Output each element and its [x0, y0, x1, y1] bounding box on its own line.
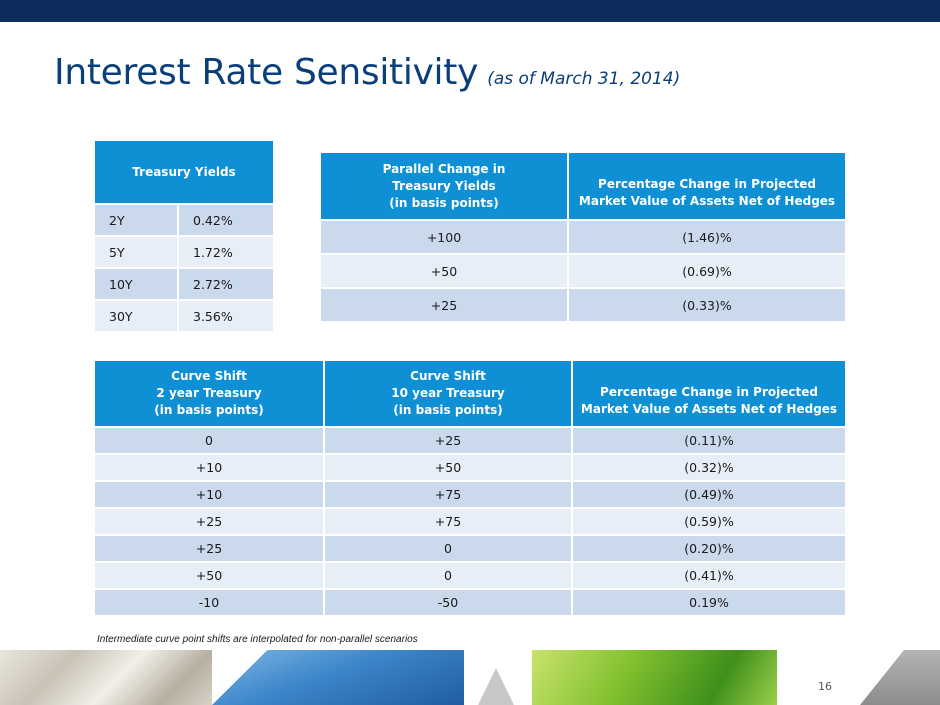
curve-2y-cell: 0 [95, 426, 325, 453]
table-row: 30Y 3.56% [95, 299, 273, 331]
curve-10y-cell: -50 [325, 588, 573, 615]
percentage-change-header: Percentage Change in Projected Market Va… [573, 361, 845, 426]
curve-shift-2y-header: Curve Shift 2 year Treasury (in basis po… [95, 361, 325, 426]
curve-2y-cell: +25 [95, 507, 325, 534]
percentage-change-header: Percentage Change in Projected Market Va… [569, 153, 845, 219]
yield-term-cell: 30Y [95, 299, 179, 331]
title-date-text: (as of March 31, 2014) [487, 69, 681, 89]
table-row: -10 -50 0.19% [95, 588, 845, 615]
percentage-change-cell: 0.19% [573, 588, 845, 615]
percentage-change-cell: (0.59)% [573, 507, 845, 534]
header-line: Percentage Change in Projected [598, 177, 816, 191]
parallel-change-table: Parallel Change in Treasury Yields (in b… [321, 153, 845, 321]
curve-2y-cell: +50 [95, 561, 325, 588]
footer-image-strip [0, 650, 940, 705]
header-line: Market Value of Assets Net of Hedges [578, 194, 836, 208]
table-row: +50 (0.69)% [321, 253, 845, 287]
footnote: Intermediate curve point shifts are inte… [97, 634, 418, 645]
curve-2y-cell: +10 [95, 480, 325, 507]
table-row: +25 0 (0.20)% [95, 534, 845, 561]
percentage-change-cell: (0.32)% [573, 453, 845, 480]
curve-2y-cell: -10 [95, 588, 325, 615]
header-line: Market Value of Assets Net of Hedges [580, 401, 838, 416]
header-line: Parallel Change in [382, 161, 506, 176]
table-row: +25 (0.33)% [321, 287, 845, 321]
yield-term-cell: 5Y [95, 235, 179, 267]
header-line: 10 year Treasury [391, 386, 505, 400]
page-title: Interest Rate Sensitivity (as of March 3… [54, 52, 680, 93]
percentage-change-cell: (0.11)% [573, 426, 845, 453]
parallel-change-header: Parallel Change in Treasury Yields (in b… [321, 153, 569, 219]
treasury-yields-table: Treasury Yields 2Y 0.42% 5Y 1.72% 10Y 2.… [95, 141, 273, 331]
header-line: (in basis points) [393, 403, 503, 417]
treasury-yields-header: Treasury Yields [95, 141, 273, 203]
title-main-text: Interest Rate Sensitivity [54, 52, 479, 93]
parallel-change-cell: +25 [321, 287, 569, 321]
table-row: 5Y 1.72% [95, 235, 273, 267]
yield-term-cell: 10Y [95, 267, 179, 299]
leaf-image [532, 650, 777, 705]
header-line: Percentage Change in Projected [600, 384, 818, 399]
curve-shift-10y-header: Curve Shift 10 year Treasury (in basis p… [325, 361, 573, 426]
curve-2y-cell: +25 [95, 534, 325, 561]
table-row: +25 +75 (0.59)% [95, 507, 845, 534]
percentage-change-cell: (0.49)% [573, 480, 845, 507]
curve-2y-cell: +10 [95, 453, 325, 480]
curve-10y-cell: +25 [325, 426, 573, 453]
parallel-change-cell: +100 [321, 219, 569, 253]
curve-10y-cell: 0 [325, 534, 573, 561]
table-row: +100 (1.46)% [321, 219, 845, 253]
percentage-change-cell: (1.46)% [569, 219, 845, 253]
table-row: 10Y 2.72% [95, 267, 273, 299]
curve-10y-cell: 0 [325, 561, 573, 588]
header-line: (in basis points) [154, 403, 264, 417]
table-row: +10 +75 (0.49)% [95, 480, 845, 507]
curve-shift-table: Curve Shift 2 year Treasury (in basis po… [95, 361, 845, 615]
water-image [212, 650, 464, 705]
header-line: (in basis points) [389, 195, 499, 210]
percentage-change-cell: (0.69)% [569, 253, 845, 287]
table-row: +50 0 (0.41)% [95, 561, 845, 588]
parallel-header-row: Parallel Change in Treasury Yields (in b… [321, 153, 845, 219]
rope-image [0, 650, 212, 705]
yield-term-cell: 2Y [95, 203, 179, 235]
curve-10y-cell: +75 [325, 480, 573, 507]
yield-value-cell: 3.56% [179, 299, 273, 331]
header-line: Curve Shift [410, 369, 486, 383]
curve-10y-cell: +50 [325, 453, 573, 480]
curve-header-row: Curve Shift 2 year Treasury (in basis po… [95, 361, 845, 426]
yield-value-cell: 0.42% [179, 203, 273, 235]
yield-value-cell: 1.72% [179, 235, 273, 267]
yield-value-cell: 2.72% [179, 267, 273, 299]
percentage-change-cell: (0.33)% [569, 287, 845, 321]
parallel-change-cell: +50 [321, 253, 569, 287]
table-row: +10 +50 (0.32)% [95, 453, 845, 480]
top-banner-bar [0, 0, 940, 22]
treasury-yields-header-row: Treasury Yields [95, 141, 273, 203]
table-row: 2Y 0.42% [95, 203, 273, 235]
percentage-change-cell: (0.41)% [573, 561, 845, 588]
header-line: Treasury Yields [392, 178, 496, 193]
percentage-change-cell: (0.20)% [573, 534, 845, 561]
gray-corner-decoration [860, 650, 940, 705]
table-row: 0 +25 (0.11)% [95, 426, 845, 453]
curve-10y-cell: +75 [325, 507, 573, 534]
page-number: 16 [818, 680, 832, 693]
header-line: Curve Shift [171, 369, 247, 383]
header-line: 2 year Treasury [156, 386, 262, 400]
